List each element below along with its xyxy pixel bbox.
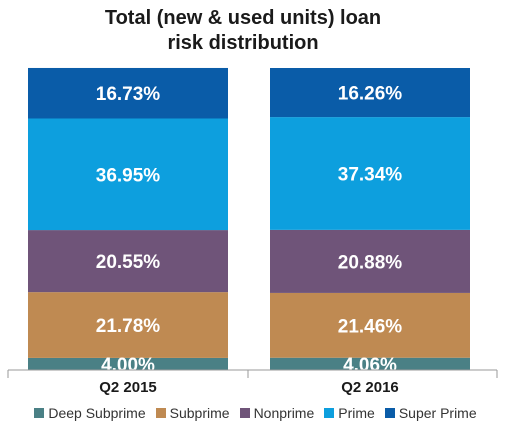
- legend-swatch-subprime: [155, 408, 166, 418]
- legend-swatch-deep-subprime: [34, 408, 45, 418]
- data-label-deep-subprime-2: 4.06%: [343, 355, 397, 376]
- chart-title-line-1: Total (new & used units) loan: [104, 7, 382, 29]
- legend-item-subprime: Subprime: [155, 405, 230, 421]
- bar-segment-super-prime-1: [28, 67, 228, 119]
- bar-segment-deep-subprime-1: [28, 357, 228, 370]
- x-tick-label-1: Q2 2015: [99, 379, 157, 396]
- legend-label-nonprime: Nonprime: [253, 405, 315, 421]
- legend-item-nonprime: Nonprime: [239, 405, 315, 421]
- bar-segment-prime-1: [28, 118, 228, 231]
- data-label-prime-2: 37.34%: [338, 164, 403, 185]
- bar-segment-prime-2: [270, 117, 470, 230]
- data-label-super-prime-2: 16.26%: [338, 84, 403, 105]
- legend-swatch-prime: [324, 408, 335, 418]
- bar-segment-subprime-2: [270, 292, 470, 358]
- legend-item-super-prime: Super Prime: [384, 405, 477, 421]
- legend-label-super-prime: Super Prime: [398, 405, 477, 421]
- legend-swatch-super-prime: [384, 408, 395, 418]
- data-label-super-prime-1: 16.73%: [96, 84, 161, 105]
- data-label-nonprime-2: 20.88%: [338, 252, 403, 273]
- bar-segment-nonprime-1: [28, 230, 228, 293]
- chart-title-line-2: risk distribution: [167, 32, 319, 54]
- data-label-nonprime-1: 20.55%: [96, 252, 161, 273]
- legend-label-deep-subprime: Deep Subprime: [48, 405, 146, 421]
- bar-segment-super-prime-2: [270, 68, 470, 118]
- chart-legend: Deep Subprime Subprime Nonprime Prime Super …: [0, 405, 511, 421]
- legend-label-prime: Prime: [338, 405, 375, 421]
- legend-label-subprime: Subprime: [169, 405, 230, 421]
- data-label-prime-1: 36.95%: [96, 165, 161, 186]
- legend-item-deep-subprime: Deep Subprime: [34, 405, 146, 421]
- legend-swatch-nonprime: [239, 408, 250, 418]
- data-label-subprime-2: 21.46%: [338, 316, 403, 337]
- legend-item-prime: Prime: [324, 405, 375, 421]
- bar-segment-nonprime-2: [270, 229, 470, 293]
- bar-segment-deep-subprime-2: [270, 357, 470, 370]
- chart-title: Total (new & used units) loan risk distr…: [0, 6, 486, 56]
- data-label-deep-subprime-1: 4.00%: [101, 355, 155, 376]
- bar-segment-subprime-1: [28, 292, 228, 358]
- data-label-subprime-1: 21.78%: [96, 316, 161, 337]
- x-tick-label-2: Q2 2016: [341, 379, 399, 396]
